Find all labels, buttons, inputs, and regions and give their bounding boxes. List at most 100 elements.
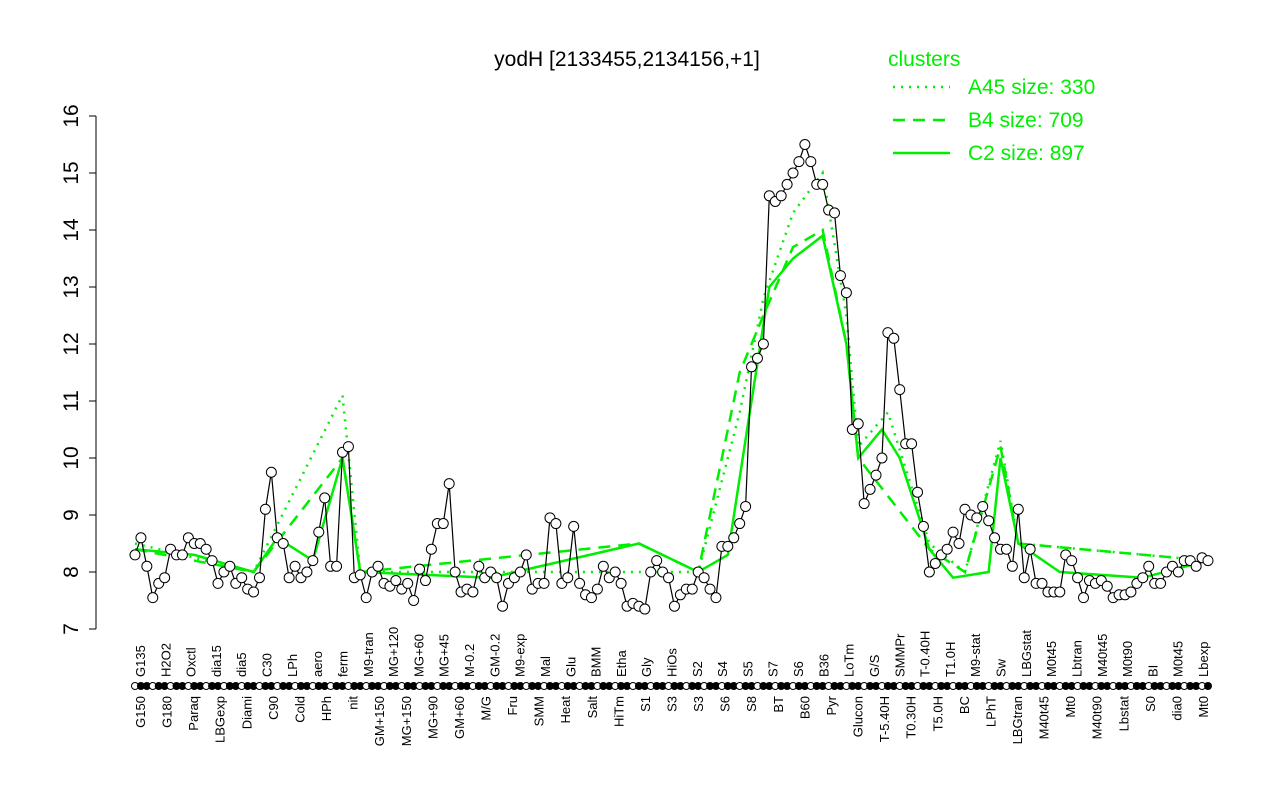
data-point	[1078, 592, 1090, 604]
data-point	[1190, 560, 1202, 572]
x-tick-label: HPh	[319, 696, 334, 721]
x-tick-label: T5.0H	[930, 696, 945, 731]
x-tick-label: C90	[266, 696, 281, 720]
x-tick-label: Oxctl	[184, 647, 199, 677]
data-point	[437, 518, 449, 530]
x-tick-label: ferm	[335, 651, 350, 677]
x-tick-label: B60	[797, 696, 812, 719]
legend: clusters A45 size: 330 B4 size: 709 C2 siz…	[888, 48, 1095, 165]
x-tick-label: M0t45	[1171, 641, 1186, 677]
data-point	[206, 555, 218, 567]
x-tick-label: G180	[160, 696, 175, 728]
data-point	[698, 572, 710, 584]
data-point	[1066, 555, 1078, 567]
data-point	[248, 586, 260, 598]
data-point	[443, 478, 455, 490]
data-point	[704, 583, 716, 595]
data-point	[728, 532, 740, 544]
data-point	[491, 572, 503, 584]
legend-label: A45 size: 330	[968, 76, 1095, 99]
x-tick-label: M0t90	[1120, 641, 1135, 677]
data-point	[585, 592, 597, 604]
cluster-line-solid	[134, 233, 1209, 580]
data-point	[757, 338, 769, 350]
x-tick-label: T0.30H	[904, 696, 919, 739]
x-tick-label: M40t90	[1090, 696, 1105, 739]
data-point	[876, 452, 888, 464]
data-point	[514, 566, 526, 578]
data-point	[894, 384, 906, 396]
data-point	[1155, 577, 1167, 589]
x-tick-label: M0t45	[1044, 641, 1059, 677]
data-point	[775, 190, 787, 202]
x-tick-label: T-0.40H	[918, 631, 933, 677]
x-tick-label: GM+60	[452, 696, 467, 739]
data-point	[301, 566, 313, 578]
data-point	[834, 270, 846, 282]
data-point	[319, 492, 331, 504]
data-point	[840, 287, 852, 299]
data-point	[888, 332, 900, 344]
data-point	[354, 569, 366, 581]
data-point	[289, 560, 301, 572]
x-tick-label: LBGtran	[1010, 696, 1025, 744]
data-point	[983, 515, 995, 527]
data-point	[746, 361, 758, 373]
x-tick-label: Lbstat	[1116, 696, 1131, 732]
cluster-lines	[134, 169, 1209, 580]
data-point	[159, 572, 171, 584]
x-tick-label: S5	[740, 661, 755, 677]
data-point	[989, 532, 1001, 544]
y-tick-label: 10	[60, 446, 83, 469]
data-point	[947, 526, 959, 538]
data-point	[787, 167, 799, 179]
x-tick-label: Gly	[639, 657, 654, 677]
data-point	[129, 549, 141, 561]
data-point	[799, 139, 811, 150]
data-point	[408, 595, 420, 606]
data-point	[923, 566, 935, 578]
data-point	[265, 466, 277, 478]
x-tick-label: G135	[133, 645, 148, 677]
data-point	[1018, 572, 1030, 584]
data-point	[740, 500, 752, 512]
data-point	[147, 592, 159, 604]
data-point	[414, 563, 426, 575]
x-tick-label: dia15	[209, 645, 224, 677]
x-tick-label: S0	[1143, 696, 1158, 712]
x-tick-label: Pyr	[824, 695, 839, 715]
x-tick-label: BI	[1145, 665, 1160, 677]
x-tick-label: GM-0.2	[487, 634, 502, 677]
data-point	[734, 518, 746, 530]
x-tick-label: BC	[957, 696, 972, 714]
data-point	[224, 560, 236, 572]
x-tick-label: M40t45	[1095, 634, 1110, 677]
x-tick-label: Cold	[292, 696, 307, 723]
data-point	[1024, 543, 1036, 555]
data-point	[722, 540, 734, 552]
cluster-line-dashed	[134, 228, 1209, 574]
x-tick-label: Mal	[538, 656, 553, 677]
x-tick-label: S3	[691, 696, 706, 712]
data-point	[342, 441, 354, 453]
data-point	[793, 156, 805, 168]
x-tick-label: MG+90	[425, 696, 440, 739]
data-point	[538, 577, 550, 589]
x-tick-label: Etha	[614, 649, 629, 677]
data-point	[473, 560, 485, 572]
data-point	[645, 566, 657, 578]
data-point	[372, 560, 384, 572]
x-tick-label: H2O2	[158, 643, 173, 677]
x-tick-label: LPh	[285, 654, 300, 677]
legend-title: clusters	[888, 48, 960, 71]
x-tick-label: M40t45	[1037, 696, 1052, 739]
data-point	[390, 575, 402, 587]
data-point	[449, 566, 461, 578]
x-tick-label: S6	[718, 696, 733, 712]
x-tick-label: S2	[690, 661, 705, 677]
data-point	[402, 577, 414, 589]
data-point	[259, 503, 271, 515]
data-point	[668, 600, 680, 612]
x-tick-label: S7	[766, 661, 781, 677]
